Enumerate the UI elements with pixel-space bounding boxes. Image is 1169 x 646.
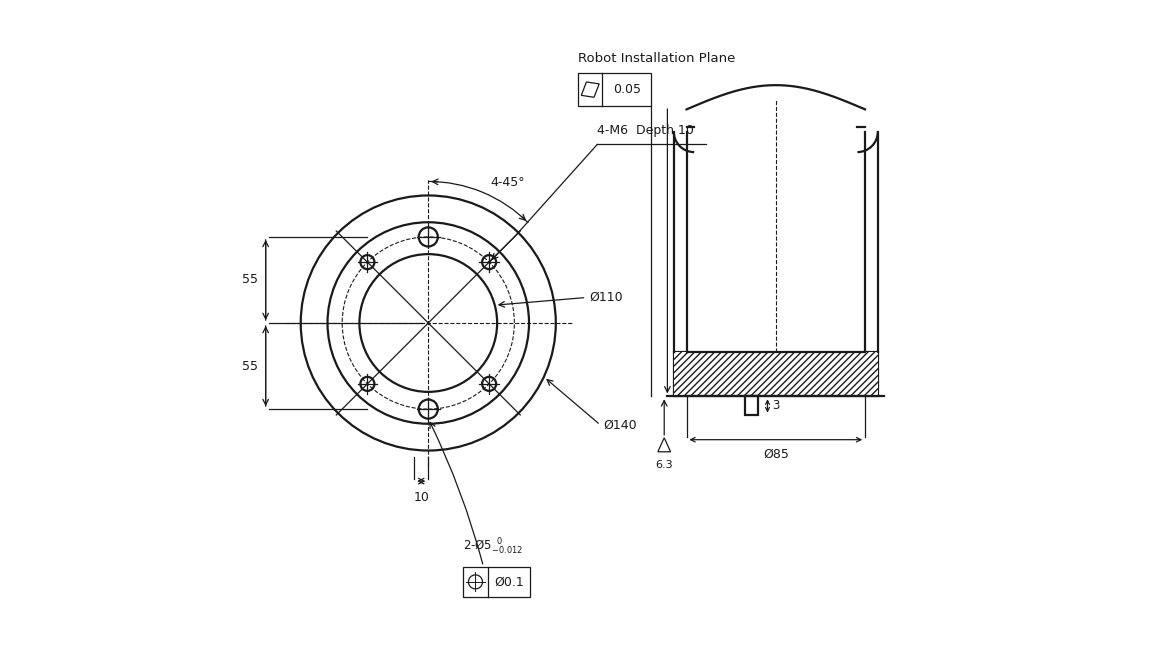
- Text: 2-Ø5$^{\ \ 0}_{-0.012}$: 2-Ø5$^{\ \ 0}_{-0.012}$: [463, 537, 524, 557]
- Bar: [673, 351, 686, 397]
- Text: Ø85: Ø85: [763, 447, 789, 461]
- Bar: [745, 397, 758, 415]
- Text: Ø140: Ø140: [603, 419, 637, 432]
- Text: 4-45°: 4-45°: [491, 176, 526, 189]
- Text: 3: 3: [773, 399, 780, 412]
- Bar: [579, 73, 651, 106]
- Text: Ø110: Ø110: [589, 291, 623, 304]
- Bar: [463, 567, 531, 597]
- Text: 4-M6  Depth 10: 4-M6 Depth 10: [597, 124, 694, 137]
- Text: Ø0.1: Ø0.1: [494, 576, 524, 589]
- Bar: [865, 351, 878, 397]
- Text: 6.3: 6.3: [656, 460, 673, 470]
- Text: 0.05: 0.05: [613, 83, 641, 96]
- Text: 55: 55: [242, 273, 258, 286]
- Text: Robot Installation Plane: Robot Installation Plane: [579, 52, 735, 65]
- Text: 55: 55: [242, 360, 258, 373]
- Bar: [673, 351, 878, 397]
- Text: 10: 10: [414, 491, 429, 504]
